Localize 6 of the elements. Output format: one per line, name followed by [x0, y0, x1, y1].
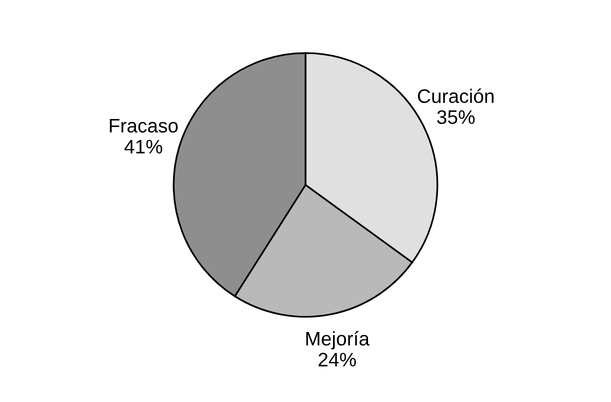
data-label: 41% [124, 140, 162, 154]
data-label: 35% [437, 110, 475, 124]
data-label: 24% [318, 352, 356, 366]
slice-label: Fracaso [110, 119, 178, 133]
slice-label: Curación [418, 88, 494, 104]
slice-label: Mejoría [306, 331, 370, 350]
